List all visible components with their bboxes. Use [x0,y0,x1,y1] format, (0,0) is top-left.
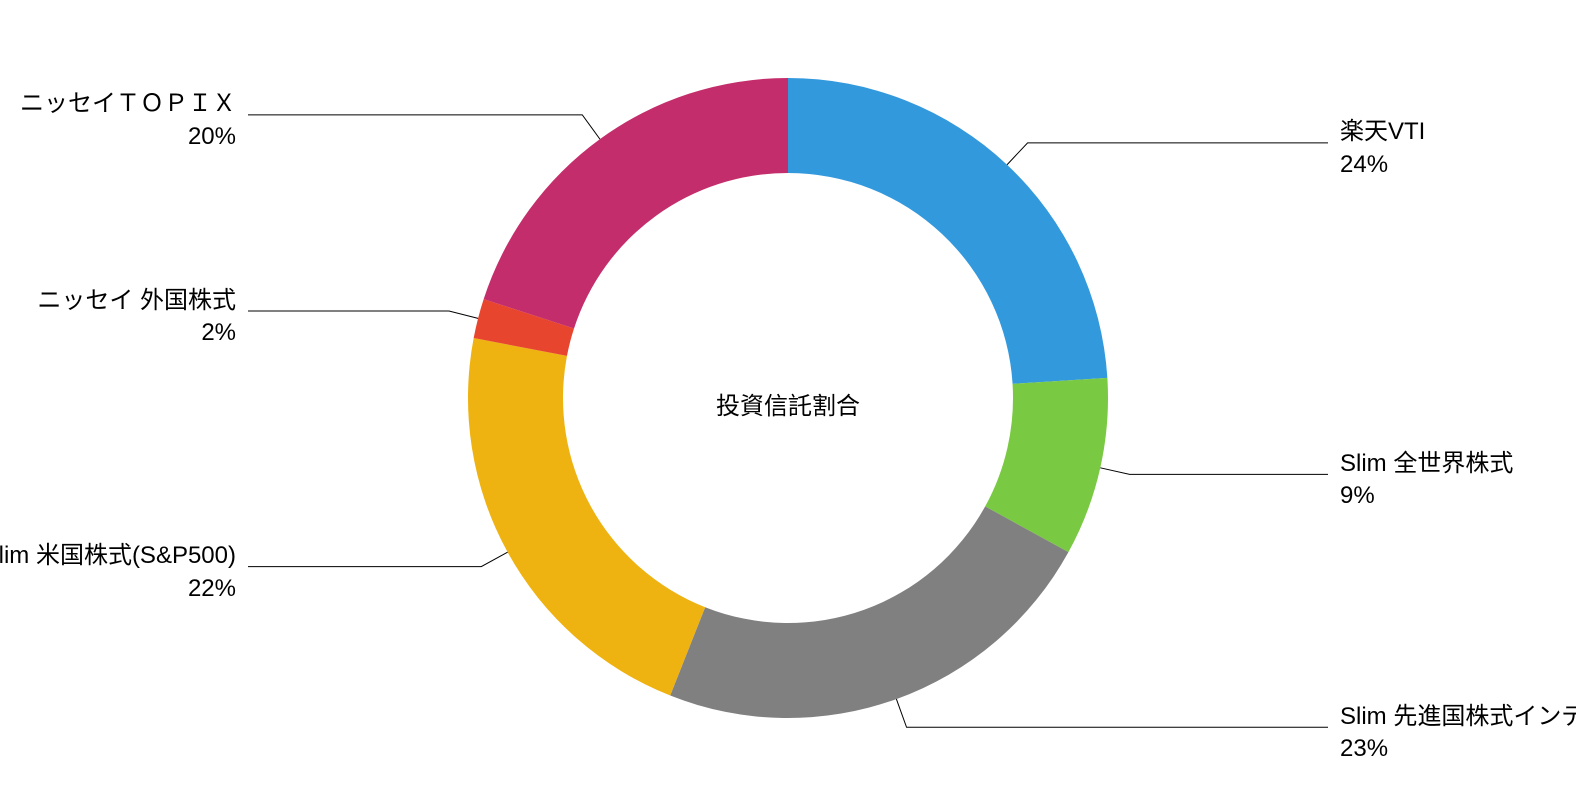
leader-line [1100,468,1328,475]
donut-slice [484,78,788,328]
donut-chart: 投資信託割合 楽天VTI24%Slim 全世界株式9%Slim 先進国株式インデ… [0,0,1576,796]
slice-label: Slim 米国株式(S&P500)22% [0,540,236,605]
slice-label-name: Slim 米国株式(S&P500) [0,540,236,572]
slice-label-percent: 22% [0,573,236,605]
slice-label-name: Slim 先進国株式インデックス [1340,701,1576,733]
leader-line [1007,143,1328,165]
leader-line [248,311,478,318]
donut-slice [670,506,1068,718]
slice-label-name: ニッセイ 外国株式 [37,285,236,317]
slice-label: ニッセイＴＯＰＩＸ20% [20,88,236,153]
slice-label: Slim 全世界株式9% [1340,448,1513,513]
slice-label-percent: 24% [1340,149,1425,181]
leader-line [248,115,600,139]
slice-label-percent: 23% [1340,733,1576,765]
donut-slice [788,78,1107,384]
slice-label-percent: 2% [37,317,236,349]
slice-label-name: ニッセイＴＯＰＩＸ [20,88,236,120]
slice-label-name: Slim 全世界株式 [1340,448,1513,480]
leader-line [248,552,508,566]
slice-label-percent: 20% [20,121,236,153]
slice-label-percent: 9% [1340,480,1513,512]
slice-label: Slim 先進国株式インデックス23% [1340,701,1576,766]
slice-label: 楽天VTI24% [1340,116,1425,181]
slice-label-name: 楽天VTI [1340,116,1425,148]
slice-label: ニッセイ 外国株式2% [37,285,236,350]
leader-line [896,699,1328,727]
donut-slice [468,338,705,695]
